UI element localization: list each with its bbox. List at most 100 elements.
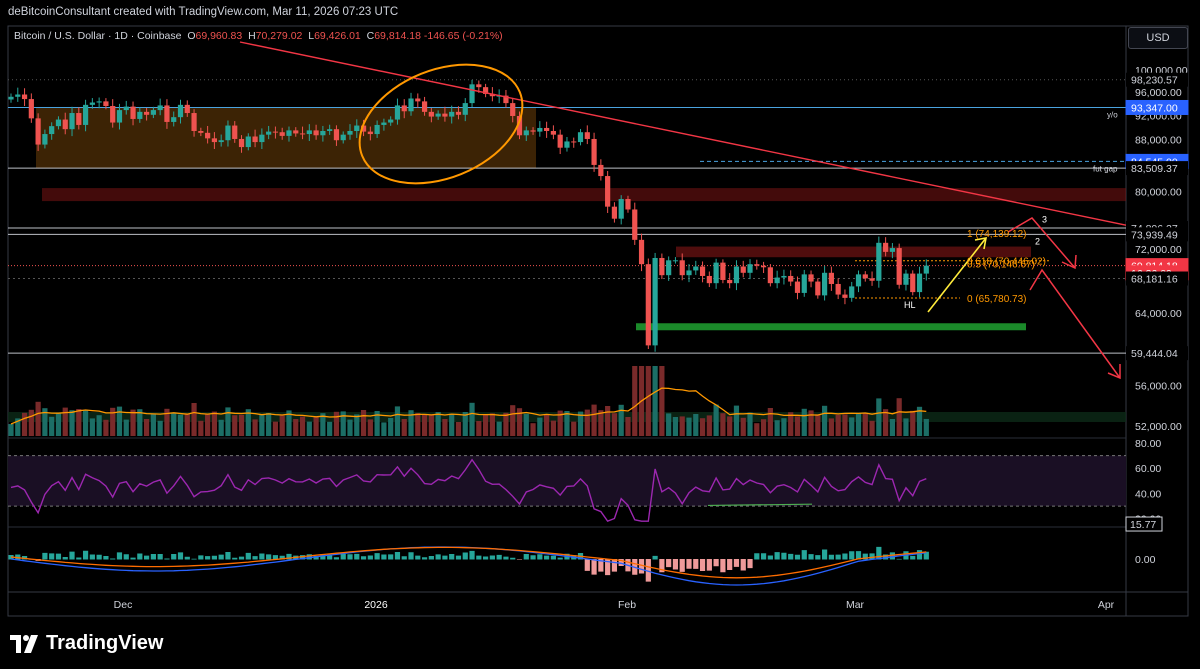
macd-histogram-bar bbox=[862, 553, 868, 560]
candle-body bbox=[211, 138, 217, 143]
volume-bar bbox=[76, 409, 82, 436]
macd-histogram-bar bbox=[367, 555, 373, 560]
price-tag-bg bbox=[1126, 72, 1188, 87]
annotation-fib-1: 1 (74,139.12) bbox=[967, 229, 1027, 240]
volume-bar bbox=[55, 413, 62, 436]
volume-bar bbox=[401, 419, 407, 436]
candle-body bbox=[706, 275, 712, 284]
candle-body bbox=[171, 117, 177, 122]
resistance-zone-80k bbox=[42, 188, 1126, 202]
volume-bar bbox=[828, 418, 834, 436]
volume-ma-line bbox=[10, 387, 927, 425]
volume-bar bbox=[537, 417, 543, 436]
volume-bar bbox=[354, 414, 360, 436]
candle-body bbox=[889, 248, 895, 252]
candle-body bbox=[367, 131, 373, 135]
macd-histogram-bar bbox=[794, 554, 801, 560]
demand-zone bbox=[636, 323, 1026, 331]
volume-bar bbox=[632, 366, 638, 436]
macd-signal-line bbox=[10, 546, 927, 579]
candle-body bbox=[137, 111, 143, 119]
volume-bar bbox=[774, 420, 780, 436]
candle-body bbox=[815, 281, 821, 296]
price-tag-label: 73,939.49 bbox=[1131, 229, 1178, 241]
volume-bar bbox=[808, 410, 814, 436]
price-tick-label: 88,000.00 bbox=[1135, 135, 1182, 147]
volume-bar bbox=[110, 407, 116, 436]
projection-path-2 bbox=[1029, 268, 1121, 379]
candle-body bbox=[611, 206, 618, 219]
volume-bar bbox=[747, 412, 753, 436]
candle-body bbox=[415, 98, 421, 102]
volume-bar bbox=[686, 417, 692, 436]
macd-histogram-bar bbox=[232, 557, 238, 560]
volume-bar bbox=[666, 413, 672, 436]
candle-body bbox=[374, 124, 380, 135]
candle-body bbox=[320, 131, 326, 136]
price-tag-label: 59,444.04 bbox=[1131, 348, 1178, 360]
macd-histogram-bar bbox=[394, 552, 401, 560]
candle-body bbox=[333, 129, 340, 141]
volume-bar bbox=[883, 409, 889, 436]
macd-histogram-bar bbox=[883, 554, 889, 560]
candle-body bbox=[279, 132, 285, 136]
volume-bar bbox=[842, 414, 848, 436]
volume-bar bbox=[327, 421, 333, 436]
projection-arrow-up bbox=[927, 237, 987, 313]
volume-bar bbox=[618, 404, 624, 436]
volume-bar bbox=[550, 420, 556, 436]
candle-body bbox=[191, 113, 197, 132]
candle-body bbox=[781, 275, 787, 278]
volume-bar bbox=[435, 412, 441, 436]
rsi-badge-label: 15.77 bbox=[1130, 519, 1156, 531]
candle-body bbox=[252, 136, 258, 143]
volume-bar bbox=[218, 419, 224, 436]
macd-histogram-bar bbox=[760, 553, 767, 560]
volume-bar bbox=[693, 414, 699, 436]
macd-histogram-bar bbox=[191, 558, 197, 560]
candle-body bbox=[299, 133, 306, 135]
currency-button[interactable]: USD bbox=[1128, 27, 1188, 49]
symbol-legend[interactable]: Bitcoin / U.S. Dollar · 1D · Coinbase O6… bbox=[14, 30, 503, 42]
macd-histogram-bar bbox=[354, 553, 360, 560]
candle-body bbox=[876, 242, 882, 281]
volume-bar bbox=[462, 412, 468, 436]
volume-bar bbox=[28, 409, 34, 436]
candle-body bbox=[693, 266, 699, 271]
candle-body bbox=[89, 102, 95, 105]
volume-bar bbox=[238, 414, 245, 436]
time-tick-label: Apr bbox=[1098, 599, 1115, 611]
volume-bar bbox=[279, 415, 285, 436]
candle-body bbox=[808, 274, 814, 282]
candle-body bbox=[571, 141, 577, 143]
volume-bar bbox=[299, 416, 306, 436]
time-tick-label: 2026 bbox=[364, 599, 388, 611]
volume-bar bbox=[367, 419, 373, 436]
macd-histogram-bar bbox=[869, 553, 875, 560]
macd-histogram-bar bbox=[55, 553, 62, 560]
candle-body bbox=[842, 294, 848, 298]
tradingview-logo[interactable]: TradingView bbox=[10, 632, 163, 655]
brand-name: TradingView bbox=[46, 632, 164, 654]
volume-bar bbox=[544, 414, 550, 436]
volume-bar bbox=[503, 412, 509, 436]
candle-body bbox=[605, 176, 611, 207]
volume-bar bbox=[69, 410, 75, 436]
candle-body bbox=[598, 164, 604, 177]
candle-body bbox=[801, 274, 807, 293]
volume-bar bbox=[740, 417, 746, 436]
candle-body bbox=[896, 248, 902, 285]
volume-bar bbox=[157, 420, 163, 436]
macd-histogram-bar bbox=[767, 555, 773, 560]
rsi-tick-label: 80.00 bbox=[1135, 438, 1161, 450]
candle-body bbox=[849, 286, 855, 298]
ohlc-open: O69,960.83 bbox=[187, 30, 243, 42]
time-tick-label: Dec bbox=[114, 599, 133, 611]
candle-body bbox=[767, 267, 773, 284]
macd-histogram-bar bbox=[205, 556, 211, 560]
volume-bar bbox=[476, 421, 482, 436]
volume-bar bbox=[211, 411, 217, 436]
candle-body bbox=[232, 125, 238, 139]
macd-histogram-bar bbox=[272, 555, 279, 560]
